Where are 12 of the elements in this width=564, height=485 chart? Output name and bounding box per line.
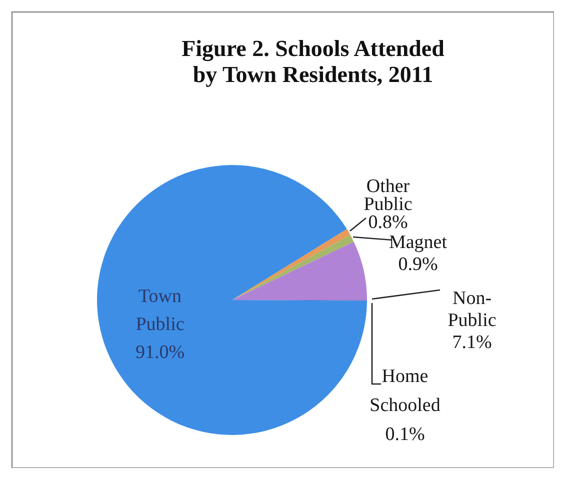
data-label: 7.1% (452, 332, 492, 353)
slice-label: Town Public (136, 286, 184, 335)
pie-slice (232, 242, 367, 300)
slice-label: Other Public (364, 176, 412, 215)
slice-label: Home Schooled (370, 366, 441, 416)
data-label: 0.9% (398, 254, 438, 275)
data-label: 0.1% (385, 424, 425, 445)
slice-label: Magnet (388, 232, 448, 253)
data-label: 91.0% (135, 342, 185, 363)
slice-label: Non-Public (448, 288, 496, 331)
chart-title: Figure 2. Schools Attended by Town Residents, 2011 (182, 36, 445, 87)
data-label: 0.8% (368, 212, 408, 233)
